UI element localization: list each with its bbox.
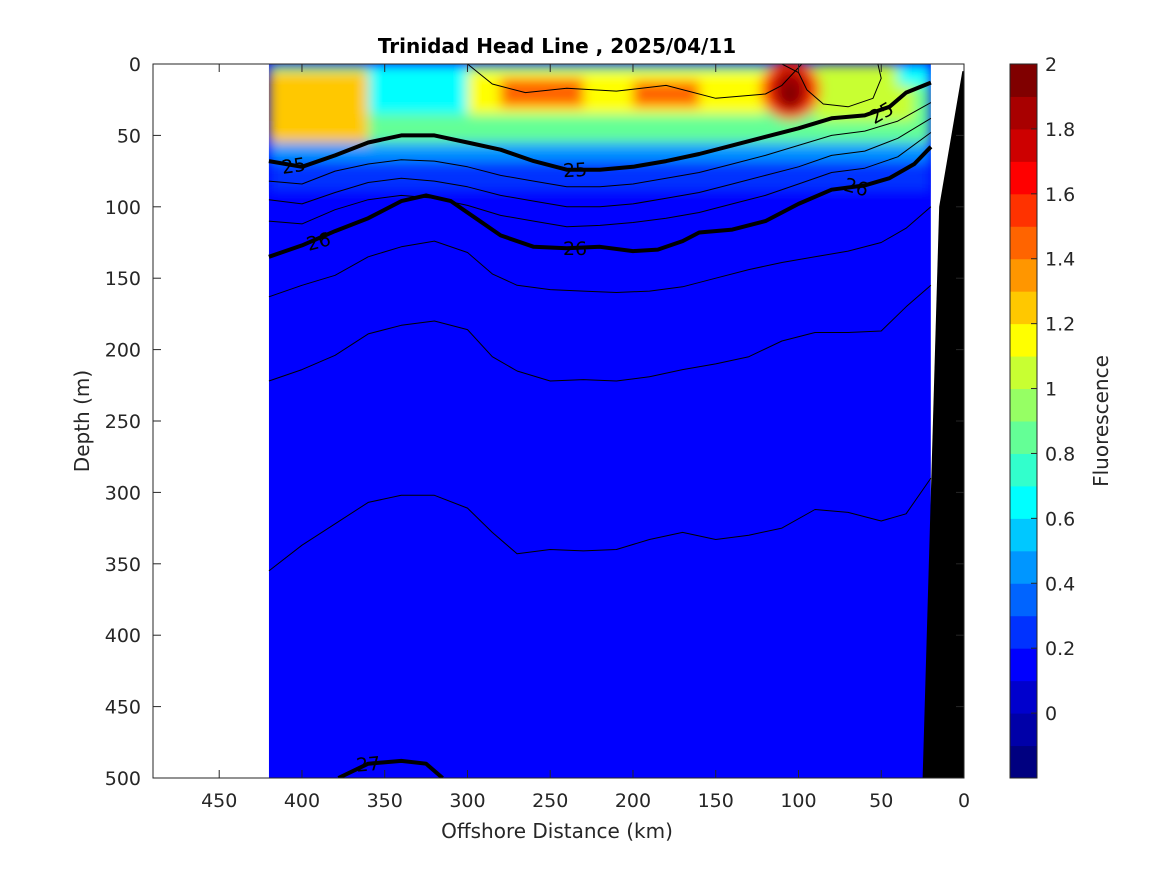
contour-label: 25 bbox=[280, 154, 307, 179]
colorbar-swatch bbox=[1010, 745, 1037, 779]
colorbar-swatch bbox=[1010, 226, 1037, 260]
y-tick-label: 350 bbox=[105, 554, 141, 576]
colorbar-swatch bbox=[1010, 258, 1037, 292]
fluor-max-core bbox=[781, 81, 800, 106]
colorbar-swatch bbox=[1010, 713, 1037, 747]
colorbar-tick-label: 0.4 bbox=[1045, 573, 1075, 595]
fluor-patch bbox=[500, 78, 584, 107]
isopycnal-27 bbox=[337, 758, 444, 778]
colorbar-swatch bbox=[1010, 550, 1037, 584]
colorbar-frame bbox=[1009, 63, 1038, 779]
chart-title: Trinidad Head Line , 2025/04/11 bbox=[378, 34, 736, 58]
contour-label: 26 bbox=[563, 238, 587, 260]
colorbar-tick-label: 2 bbox=[1045, 54, 1057, 76]
y-tick-label: 300 bbox=[105, 482, 141, 504]
colorbar-swatch bbox=[1010, 388, 1037, 422]
fluor-patch bbox=[368, 64, 468, 114]
colorbar-swatch bbox=[1010, 96, 1037, 130]
colorbar-tick-label: 0.2 bbox=[1045, 638, 1075, 660]
x-tick-label: 400 bbox=[284, 790, 320, 812]
x-axis-label: Offshore Distance (km) bbox=[441, 819, 673, 843]
y-tick-label: 100 bbox=[105, 197, 141, 219]
fluor-patch bbox=[897, 64, 931, 86]
x-tick-label: 0 bbox=[958, 790, 970, 812]
contour-label: 27 bbox=[355, 753, 381, 777]
colorbar-tick-label: 0.8 bbox=[1045, 443, 1075, 465]
bathymetry bbox=[922, 71, 964, 778]
y-tick-label: 200 bbox=[105, 340, 141, 362]
colorbar-tick-label: 1.8 bbox=[1045, 119, 1075, 141]
density-contours bbox=[268, 64, 933, 778]
x-tick-label: 200 bbox=[615, 790, 651, 812]
colorbar-swatch bbox=[1010, 323, 1037, 357]
isopycnal-thin bbox=[268, 284, 932, 382]
colorbar-swatch bbox=[1010, 421, 1037, 454]
fluorescence-field bbox=[268, 64, 931, 778]
colorbar-swatch bbox=[1010, 161, 1037, 195]
colorbar-tick-label: 1.2 bbox=[1045, 314, 1075, 336]
isopycnal-25 bbox=[268, 80, 932, 172]
colorbar-tick-label: 0.6 bbox=[1045, 508, 1075, 530]
x-tick-label: 50 bbox=[869, 790, 893, 812]
isopycnal-thin bbox=[467, 64, 803, 99]
y-tick-label: 500 bbox=[105, 768, 141, 790]
colorbar: 0 0.2 0.4 0.6 0.8 1 1.2 1.4 1.6 1.8 2 bbox=[1009, 54, 1075, 779]
isopycnal-thin bbox=[781, 64, 882, 108]
isopycnal-thin bbox=[268, 117, 932, 208]
seafloor bbox=[922, 71, 964, 778]
colorbar-swatch bbox=[1010, 680, 1037, 714]
colorbar-swatch bbox=[1010, 128, 1037, 162]
y-tick-label: 400 bbox=[105, 625, 141, 647]
colorbar-tick-label: 1 bbox=[1045, 379, 1057, 401]
colorbar-swatch bbox=[1010, 193, 1037, 227]
x-tick-label: 300 bbox=[449, 790, 485, 812]
colorbar-tick-label: 0 bbox=[1045, 703, 1057, 725]
colorbar-swatch bbox=[1010, 615, 1037, 649]
x-tick-label: 250 bbox=[532, 790, 568, 812]
isopycnal-thin bbox=[268, 132, 932, 228]
colorbar-swatch bbox=[1010, 583, 1037, 617]
y-axis-label: Depth (m) bbox=[70, 370, 94, 472]
colorbar-swatch bbox=[1010, 518, 1037, 552]
y-tick-label: 450 bbox=[105, 697, 141, 719]
y-tick-label: 50 bbox=[117, 125, 141, 147]
isopycnal-thin bbox=[268, 477, 932, 572]
isopycnal-thin bbox=[268, 206, 932, 298]
colorbar-swatch bbox=[1010, 453, 1037, 487]
y-tick-label: 150 bbox=[105, 268, 141, 290]
colorbar-tick-label: 1.4 bbox=[1045, 249, 1075, 271]
isopycnal-26 bbox=[268, 145, 933, 259]
x-tick-label: 100 bbox=[780, 790, 816, 812]
contour-label: 25 bbox=[562, 159, 587, 182]
x-tick-label: 350 bbox=[367, 790, 403, 812]
isopycnal-thin bbox=[268, 102, 932, 188]
colorbar-label: Fluorescence bbox=[1089, 355, 1113, 487]
y-tick-label: 0 bbox=[129, 54, 141, 76]
fluor-patch bbox=[268, 71, 369, 143]
y-axis: 0 50 100 150 200 250 300 350 400 450 500 bbox=[105, 54, 964, 790]
colorbar-swatch bbox=[1010, 648, 1037, 682]
surface-layer bbox=[268, 64, 931, 193]
x-axis: 450 400 350 300 250 200 150 100 50 0 bbox=[201, 64, 970, 812]
colorbar-swatch bbox=[1010, 356, 1037, 390]
x-tick-label: 450 bbox=[201, 790, 237, 812]
x-tick-label: 150 bbox=[698, 790, 734, 812]
y-tick-label: 250 bbox=[105, 411, 141, 433]
colorbar-tick-label: 1.6 bbox=[1045, 184, 1075, 206]
colorbar-swatch bbox=[1010, 291, 1037, 325]
colorbar-swatch bbox=[1010, 64, 1037, 97]
colorbar-swatch bbox=[1010, 485, 1037, 519]
